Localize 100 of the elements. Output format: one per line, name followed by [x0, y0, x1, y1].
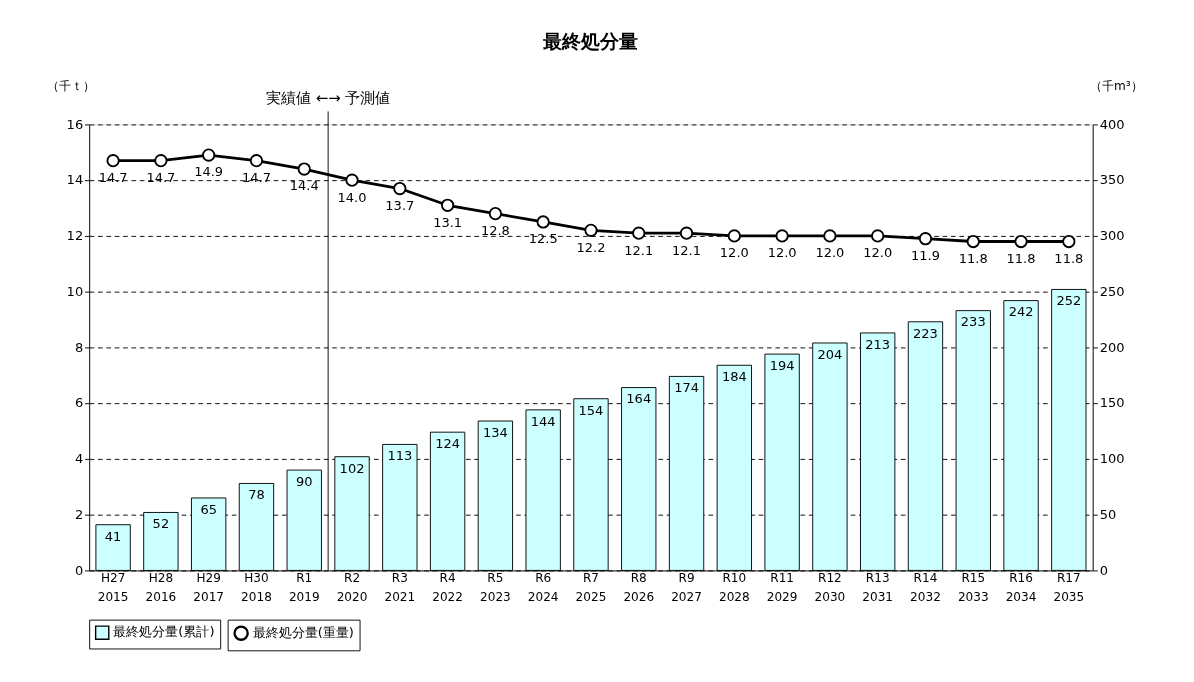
point — [632, 226, 646, 240]
point — [918, 232, 933, 246]
x-tick-label: R7 2025 — [575, 571, 607, 604]
data-label: 13.7 — [385, 197, 415, 213]
text: 実績値 ←→ 予測値 — [265, 89, 391, 108]
y2-tick-label: 100 — [1099, 451, 1125, 467]
data-label: 154 — [578, 402, 604, 418]
data-label: 52 — [152, 516, 170, 532]
y-tick-label: 10 — [66, 283, 84, 299]
data-label: 12.2 — [576, 239, 606, 255]
point — [536, 215, 550, 229]
data-label: 11.8 — [1054, 250, 1084, 266]
data-label: 90 — [295, 473, 313, 489]
y2-tick-label: 150 — [1099, 395, 1125, 411]
data-label: 12.8 — [480, 223, 510, 238]
x-tick-label: R15 2033 — [957, 571, 989, 604]
data-label: 14.7 — [98, 170, 128, 186]
x-tick-label: R1 2019 — [288, 571, 320, 604]
x-tick-label: H28 2016 — [145, 571, 177, 604]
x-tick-label: R4 2022 — [432, 571, 463, 604]
data-label: 12.0 — [767, 245, 797, 261]
data-label: 242 — [1008, 304, 1034, 320]
legend-label: 最終処分量(累計) — [113, 624, 215, 640]
data-label: 78 — [248, 487, 265, 503]
data-label: 14.7 — [146, 170, 176, 186]
point — [297, 162, 311, 176]
point — [345, 173, 359, 187]
data-label: 11.9 — [910, 248, 940, 264]
x-tick-label: H30 2018 — [241, 571, 272, 604]
data-label: 12.0 — [863, 245, 893, 261]
x-tick-label: R6 2024 — [527, 571, 559, 604]
point — [584, 223, 598, 237]
point — [966, 234, 980, 249]
y-tick-label: 8 — [74, 339, 84, 355]
data-label: 164 — [626, 391, 652, 407]
data-label: 144 — [530, 413, 556, 429]
x-tick-label: H27 2015 — [97, 571, 129, 604]
x-tick-label: R16 2034 — [1005, 571, 1037, 604]
point — [106, 154, 120, 168]
point — [727, 229, 741, 243]
data-label: 41 — [104, 528, 122, 544]
data-label: 14.0 — [337, 189, 367, 205]
data-label: 113 — [387, 448, 413, 464]
point — [1062, 234, 1076, 249]
chart-title: 最終処分量 — [542, 31, 639, 53]
x-tick-label: R11 2029 — [766, 571, 798, 604]
y-axis-title: （千ｔ） — [47, 78, 96, 93]
x-tick-label: R12 2030 — [814, 571, 846, 604]
point — [249, 154, 264, 168]
data-label: 213 — [865, 336, 891, 352]
data-label: 12.0 — [815, 245, 845, 261]
y2-tick-label: 350 — [1099, 172, 1125, 188]
data-label: 12.5 — [528, 231, 558, 247]
point — [393, 181, 407, 196]
y2-tick-label: 250 — [1099, 283, 1125, 299]
data-label: 194 — [769, 357, 795, 373]
y2-tick-label: 300 — [1099, 228, 1125, 244]
y2-axis-title: （千m³） — [1090, 78, 1143, 93]
y2-tick-label: 50 — [1099, 506, 1117, 522]
x-tick-label: H29 2017 — [193, 571, 225, 604]
data-label: 13.1 — [433, 214, 463, 230]
y-tick-label: 2 — [74, 506, 84, 522]
data-label: 11.8 — [958, 250, 988, 266]
y2-tick-label: 200 — [1099, 339, 1125, 355]
data-label: 252 — [1056, 293, 1082, 309]
data-label: 14.4 — [289, 178, 319, 194]
y-tick-label: 12 — [66, 228, 84, 244]
x-tick-label: R2 2020 — [336, 571, 368, 604]
y-tick-label: 0 — [74, 562, 84, 578]
data-label: 14.7 — [241, 170, 271, 186]
point — [823, 229, 837, 243]
point — [871, 229, 885, 243]
y-tick-label: 6 — [74, 395, 84, 411]
data-label: 102 — [339, 460, 365, 476]
point — [202, 148, 216, 162]
data-label: 12.1 — [624, 242, 654, 258]
point — [679, 226, 694, 240]
data-label: 184 — [721, 369, 747, 385]
data-label: 233 — [960, 314, 986, 330]
x-tick-label: R3 2021 — [384, 571, 416, 604]
point — [440, 198, 455, 212]
legend-label: 最終処分量(重量) — [252, 624, 354, 640]
data-label: 12.0 — [719, 245, 749, 261]
point — [775, 229, 789, 243]
data-label: 12.1 — [672, 242, 702, 258]
point — [154, 154, 168, 168]
x-tick-label: R10 2028 — [718, 571, 750, 604]
y-tick-label: 16 — [66, 116, 84, 132]
x-tick-label: R17 2035 — [1053, 571, 1085, 604]
data-label: 65 — [200, 501, 217, 517]
y-tick-label: 4 — [74, 451, 84, 467]
data-label: 174 — [674, 380, 699, 396]
data-label: 14.9 — [194, 164, 224, 180]
data-label: 124 — [435, 435, 461, 451]
point — [488, 207, 503, 221]
x-tick-label: R8 2026 — [623, 571, 655, 604]
x-tick-label: R13 2031 — [862, 571, 894, 604]
data-label: 134 — [482, 424, 508, 440]
y2-tick-label: 400 — [1099, 116, 1125, 132]
data-label: 223 — [913, 325, 938, 341]
